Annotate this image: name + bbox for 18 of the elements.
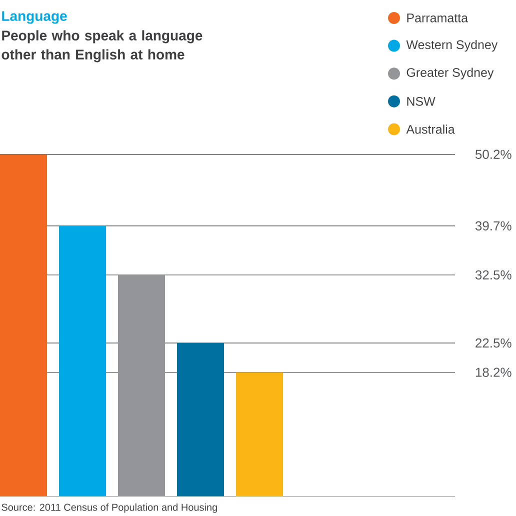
bar	[118, 274, 166, 496]
y-tick-label: 39.7%	[475, 221, 512, 230]
legend-label: Greater Sydney	[406, 68, 494, 80]
y-tick-label: 50.2%	[475, 150, 512, 159]
legend-label: Australia	[406, 124, 455, 134]
bar	[59, 226, 106, 496]
chart-title: Language	[2, 11, 67, 24]
y-tick-label: 18.2%	[476, 368, 512, 377]
legend-label: Parramatta	[407, 14, 468, 22]
source-note: Source: 2011 Census of Population and Housing	[2, 503, 217, 513]
legend-label: Western Sydney	[406, 40, 498, 52]
legend-label: NSW	[407, 96, 436, 106]
bar	[177, 343, 224, 496]
bar	[236, 372, 284, 496]
y-tick-label: 22.5%	[476, 338, 512, 348]
chart-subtitle: People who speak a language other than English at home	[2, 30, 202, 62]
y-tick-label: 32.5%	[475, 270, 512, 280]
bar	[0, 154, 47, 496]
